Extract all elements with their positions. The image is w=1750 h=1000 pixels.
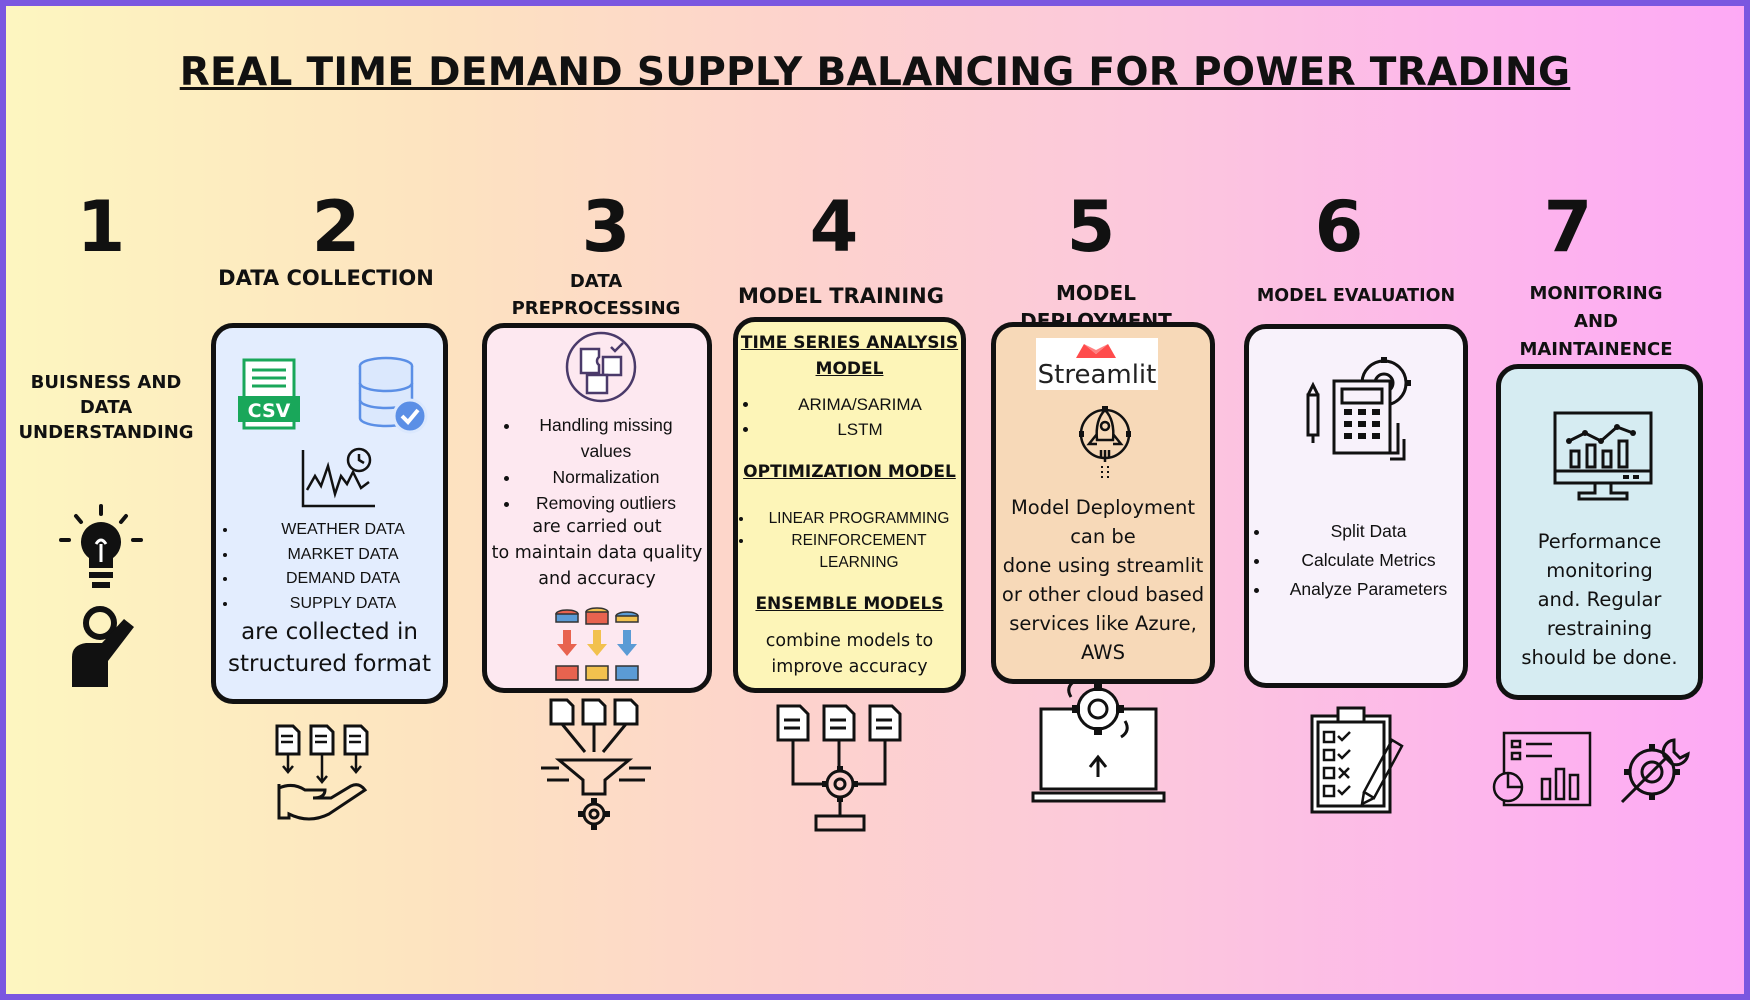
step-7-number: 7 xyxy=(1543,186,1593,268)
step-7-card: Performance monitoring and. Regular rest… xyxy=(1496,364,1703,700)
person-idea-icon xyxy=(72,606,134,687)
documents-gear-flow-icon xyxy=(776,704,902,832)
time-series-bullets: ARIMA/SARIMA LSTM xyxy=(760,392,960,442)
step-1-heading: BUISNESS AND DATA UNDERSTANDING xyxy=(18,372,194,444)
step-3-card: Handling missing values Normalization Re… xyxy=(482,323,712,693)
step-6-number: 6 xyxy=(1314,186,1364,268)
bullet-item: Removing outliers xyxy=(521,490,691,516)
streamlit-crown-icon xyxy=(1076,344,1116,358)
bullet-item: Split Data xyxy=(1271,517,1466,546)
puzzle-icon xyxy=(565,331,637,403)
step-7-heading: MONITORING AND MAINTAINENCE xyxy=(1519,283,1673,360)
bullet-item: WEATHER DATA xyxy=(238,518,448,543)
step-5-card: Streamlit Model Deployment can be done u… xyxy=(991,322,1215,684)
rocket-gear-icon xyxy=(1079,406,1131,480)
step-3-number: 3 xyxy=(581,186,631,268)
time-series-heading: TIME SERIES ANALYSIS MODEL xyxy=(740,333,959,379)
laptop-gear-upload-icon xyxy=(1031,679,1166,803)
step-4-number: 4 xyxy=(809,186,859,268)
step-7-text: Performance monitoring and. Regular rest… xyxy=(1521,530,1678,669)
ensemble-heading: ENSEMBLE MODELS xyxy=(755,594,944,614)
monitor-chart-icon xyxy=(1553,411,1653,501)
lightbulb-icon xyxy=(59,504,143,588)
bullet-item: Normalization xyxy=(521,464,691,490)
step-2-number: 2 xyxy=(311,186,361,268)
step-3-text: are carried out to maintain data quality… xyxy=(491,517,703,589)
step-3-heading: DATA PREPROCESSING xyxy=(511,271,681,319)
step-3-bullets: Handling missing values Normalization Re… xyxy=(521,412,691,516)
optimization-heading: OPTIMIZATION MODEL xyxy=(743,462,956,482)
data-sort-icon xyxy=(555,607,639,681)
step-4-card: TIME SERIES ANALYSIS MODEL ARIMA/SARIMA … xyxy=(733,317,966,693)
step-6-bullets: Split Data Calculate Metrics Analyze Par… xyxy=(1271,517,1466,604)
database-check-icon xyxy=(358,356,428,434)
optimization-bullets: LINEAR PROGRAMMING REINFORCEMENT LEARNIN… xyxy=(754,508,964,574)
checklist-clipboard-icon xyxy=(1310,706,1404,814)
step-2-heading: DATA COLLECTION xyxy=(218,266,434,290)
dashboard-icon xyxy=(1492,731,1592,807)
bullet-item: Calculate Metrics xyxy=(1271,546,1466,575)
step-4-text: combine models to improve accuracy xyxy=(765,631,934,677)
bullet-item: DEMAND DATA xyxy=(238,567,448,592)
calculator-gear-icon xyxy=(1306,357,1411,461)
documents-hand-icon xyxy=(275,724,369,821)
page-title: REAL TIME DEMAND SUPPLY BALANCING FOR PO… xyxy=(179,50,1571,95)
step-2-card: CSV WEATHER DATA MARKET DATA DEMAND DATA xyxy=(211,323,448,704)
streamlit-logo-text: Streamlit xyxy=(1037,360,1157,390)
csv-file-icon xyxy=(238,358,300,430)
step-2-bullets: WEATHER DATA MARKET DATA DEMAND DATA SUP… xyxy=(238,518,448,616)
bullet-item: MARKET DATA xyxy=(238,543,448,568)
bullet-item: ARIMA/SARIMA xyxy=(760,392,960,417)
csv-label: CSV xyxy=(247,400,291,422)
bullet-item: SUPPLY DATA xyxy=(238,592,448,617)
step-4-heading: MODEL TRAINING xyxy=(738,284,944,308)
bullet-item: LINEAR PROGRAMMING xyxy=(754,508,964,530)
step-1-number: 1 xyxy=(76,186,126,268)
step-5-number: 5 xyxy=(1066,186,1116,268)
bullet-item: REINFORCEMENT LEARNING xyxy=(754,530,964,574)
step-6-heading: MODEL EVALUATION xyxy=(1256,286,1456,306)
wrench-gear-icon xyxy=(1620,738,1690,804)
step-2-text: are collected in structured format xyxy=(227,619,432,677)
streamlit-logo: Streamlit xyxy=(1036,338,1158,390)
bullet-item: Analyze Parameters xyxy=(1271,575,1466,604)
step-5-text: Model Deployment can be done using strea… xyxy=(1001,496,1205,664)
step-6-card: Split Data Calculate Metrics Analyze Par… xyxy=(1244,324,1468,688)
funnel-gear-icon xyxy=(541,698,651,830)
chart-clock-icon xyxy=(301,447,375,508)
bullet-item: LSTM xyxy=(760,417,960,442)
bullet-item: Handling missing values xyxy=(521,412,691,464)
